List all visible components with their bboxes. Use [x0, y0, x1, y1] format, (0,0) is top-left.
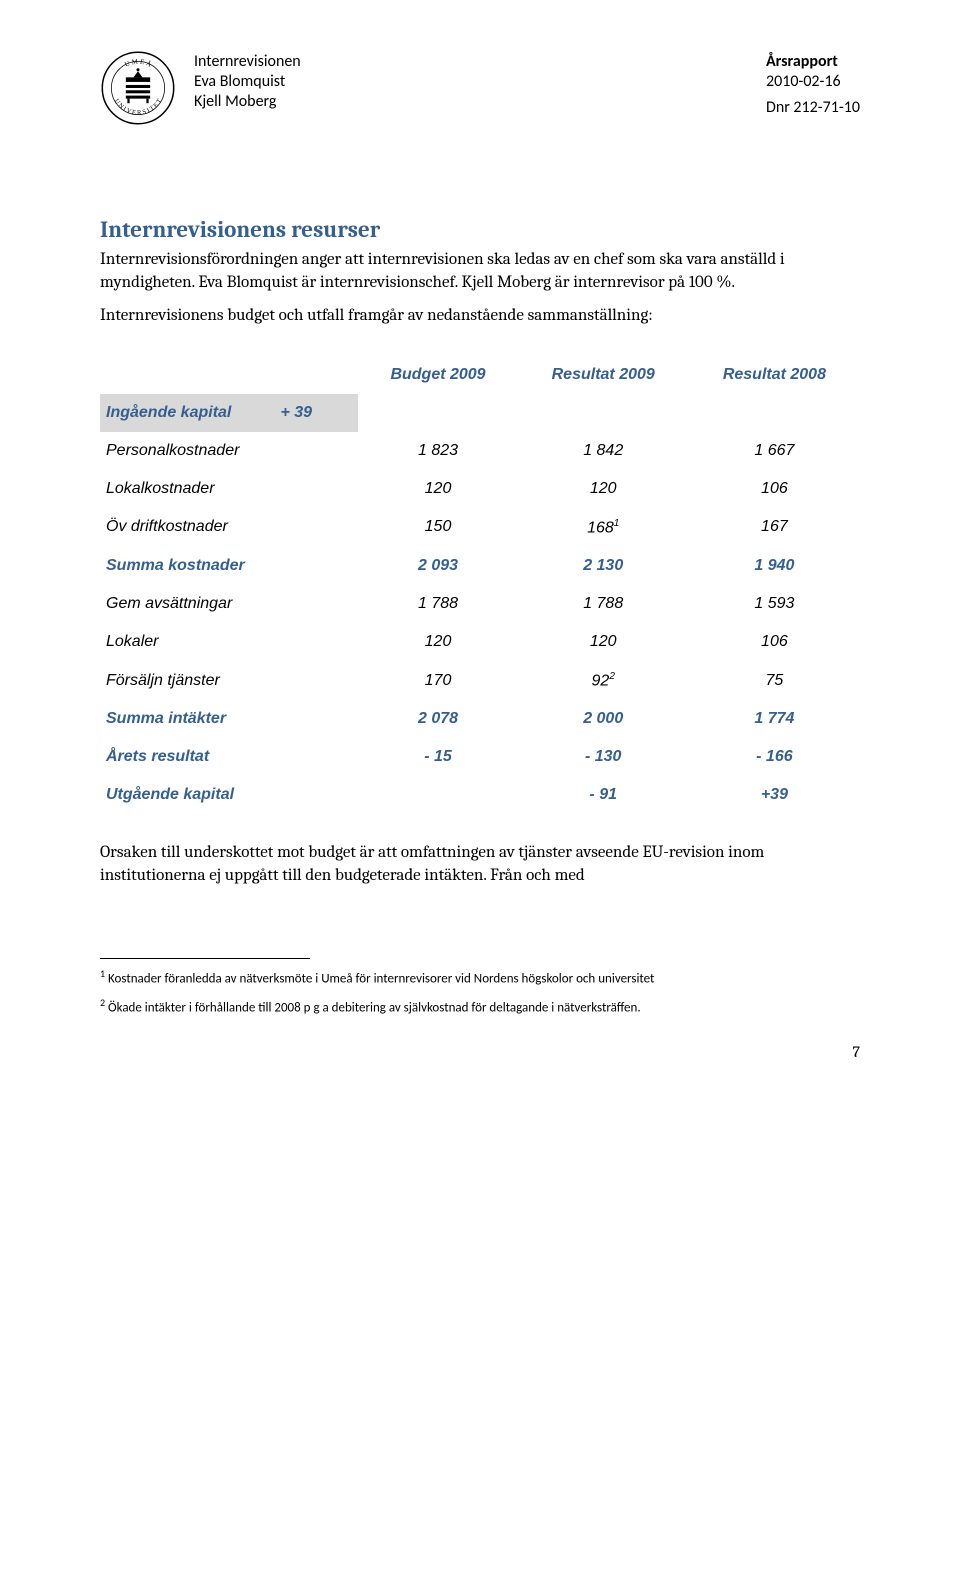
row-incoming-capital: Ingående kapital + 39 [100, 394, 860, 432]
cell-value: 106 [689, 623, 860, 661]
row-label: Öv driftkostnader [100, 508, 358, 547]
cell-value: 120 [358, 470, 517, 508]
incoming-capital-value: + 39 [280, 404, 312, 421]
dept-name: Internrevisionen [194, 52, 301, 72]
table-row: Summa kostnader2 0932 1301 940 [100, 547, 860, 585]
table-row: Försäljn tjänster17092275 [100, 661, 860, 700]
budget-table: Budget 2009 Resultat 2009 Resultat 2008 … [100, 356, 860, 815]
table-row: Årets resultat- 15- 130- 166 [100, 738, 860, 776]
footnote-1-num: 1 [100, 967, 105, 980]
col-result-2009: Resultat 2009 [518, 356, 689, 394]
cell-value: 120 [518, 470, 689, 508]
row-label: Årets resultat [100, 738, 358, 776]
row-label: Lokalkostnader [100, 470, 358, 508]
university-seal-logo: · U M E Å · U N I V E R S I T E T [100, 50, 176, 126]
table-row: Öv driftkostnader1501681167 [100, 508, 860, 547]
cell-value: 106 [689, 470, 860, 508]
row-label: Gem avsättningar [100, 585, 358, 623]
header-right: Årsrapport 2010-02-16 Dnr 212-71-10 [766, 52, 860, 126]
superscript: 2 [609, 671, 615, 682]
svg-text:U N I V E R S I T E T: U N I V E R S I T E T [113, 98, 164, 117]
table-row: Lokalkostnader120120106 [100, 470, 860, 508]
paragraph-1: Internrevisionsförordningen anger att in… [100, 249, 860, 295]
cell-value: - 130 [518, 738, 689, 776]
table-row: Summa intäkter2 0782 0001 774 [100, 700, 860, 738]
row-label: Utgående kapital [100, 776, 358, 814]
budget-table-wrap: Budget 2009 Resultat 2009 Resultat 2008 … [100, 356, 860, 815]
cell-value: 2 078 [358, 700, 517, 738]
row-label: Summa intäkter [100, 700, 358, 738]
cell-value: 1681 [518, 508, 689, 547]
section-title: Internrevisionens resurser [100, 216, 860, 243]
table-row: Gem avsättningar1 7881 7881 593 [100, 585, 860, 623]
page: · U M E Å · U N I V E R S I T E T Intern… [0, 0, 960, 1101]
dnr: Dnr 212-71-10 [766, 98, 860, 118]
cell-value: - 91 [518, 776, 689, 814]
cell-value: 2 000 [518, 700, 689, 738]
header-text-block: Internrevisionen Eva Blomquist Kjell Mob… [194, 50, 860, 126]
page-header: · U M E Å · U N I V E R S I T E T Intern… [100, 50, 860, 126]
header-left: Internrevisionen Eva Blomquist Kjell Mob… [194, 52, 301, 126]
cell-value: 1 667 [689, 432, 860, 470]
table-header-row: Budget 2009 Resultat 2009 Resultat 2008 [100, 356, 860, 394]
cell-value: 120 [358, 623, 517, 661]
cell-value: 922 [518, 661, 689, 700]
footnote-2-text: Ökade intäkter i förhållande till 2008 p… [108, 1001, 641, 1016]
page-number: 7 [100, 1043, 860, 1061]
cell-value: 2 093 [358, 547, 517, 585]
cell-value: 1 842 [518, 432, 689, 470]
author-1: Eva Blomquist [194, 72, 301, 92]
row-label: Försäljn tjänster [100, 661, 358, 700]
col-budget-2009: Budget 2009 [358, 356, 517, 394]
footnote-separator [100, 958, 310, 959]
author-2: Kjell Moberg [194, 92, 301, 112]
footnote-2: 2 Ökade intäkter i förhållande till 2008… [100, 996, 860, 1017]
footnote-1-text: Kostnader föranledda av nätverksmöte i U… [108, 972, 654, 987]
row-label: Summa kostnader [100, 547, 358, 585]
cell-value: 1 823 [358, 432, 517, 470]
cell-value: - 166 [689, 738, 860, 776]
row-label: Personalkostnader [100, 432, 358, 470]
cell-value [358, 776, 517, 814]
col-result-2008: Resultat 2008 [689, 356, 860, 394]
cell-value: 1 940 [689, 547, 860, 585]
paragraph-3: Orsaken till underskottet mot budget är … [100, 842, 860, 888]
cell-value: 150 [358, 508, 517, 547]
cell-value: 1 788 [358, 585, 517, 623]
cell-value: 1 774 [689, 700, 860, 738]
cell-value: 2 130 [518, 547, 689, 585]
table-body: Ingående kapital + 39 Personalkostnader1… [100, 394, 860, 815]
table-row: Lokaler120120106 [100, 623, 860, 661]
report-date: 2010-02-16 [766, 72, 860, 92]
cell-value: 120 [518, 623, 689, 661]
cell-value: +39 [689, 776, 860, 814]
cell-value: 1 788 [518, 585, 689, 623]
row-label: Lokaler [100, 623, 358, 661]
paragraph-2: Internrevisionens budget och utfall fram… [100, 305, 860, 328]
table-row: Utgående kapital - 91+39 [100, 776, 860, 814]
cell-value: 75 [689, 661, 860, 700]
table-row: Personalkostnader1 8231 8421 667 [100, 432, 860, 470]
incoming-capital-label: Ingående kapital [106, 404, 276, 422]
cell-value: - 15 [358, 738, 517, 776]
superscript: 1 [614, 518, 620, 529]
footnote-1: 1 Kostnader föranledda av nätverksmöte i… [100, 967, 860, 988]
cell-value: 167 [689, 508, 860, 547]
footnote-2-num: 2 [100, 996, 105, 1009]
report-title: Årsrapport [766, 52, 860, 72]
cell-value: 170 [358, 661, 517, 700]
cell-value: 1 593 [689, 585, 860, 623]
